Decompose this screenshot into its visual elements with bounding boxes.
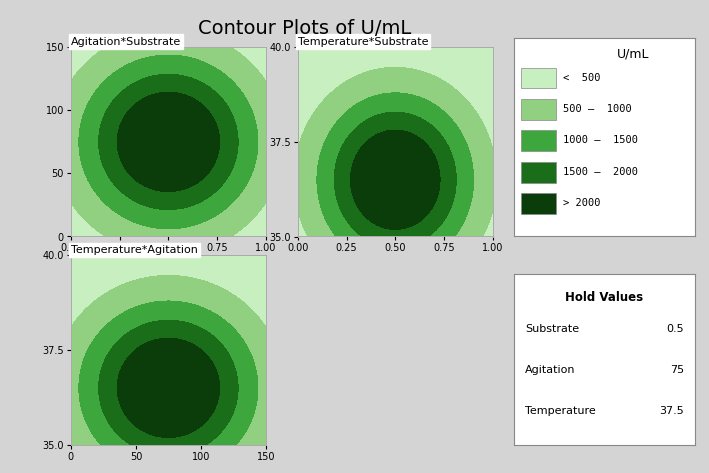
Text: Agitation: Agitation — [525, 365, 576, 375]
Text: 1500 –  2000: 1500 – 2000 — [563, 167, 638, 177]
Bar — [521, 193, 556, 214]
Bar — [521, 162, 556, 183]
Text: 75: 75 — [670, 365, 684, 375]
Bar — [521, 68, 556, 88]
Text: Temperature*Substrate: Temperature*Substrate — [298, 36, 428, 46]
Text: > 2000: > 2000 — [563, 198, 601, 208]
Text: Agitation*Substrate: Agitation*Substrate — [71, 36, 182, 46]
Text: Contour Plots of U/mL: Contour Plots of U/mL — [199, 19, 411, 38]
Text: 1000 –  1500: 1000 – 1500 — [563, 135, 638, 145]
Text: Hold Values: Hold Values — [565, 291, 644, 304]
Text: 0.5: 0.5 — [666, 324, 684, 334]
Text: Substrate: Substrate — [525, 324, 579, 334]
Text: <  500: < 500 — [563, 72, 601, 83]
Text: 500 –  1000: 500 – 1000 — [563, 104, 632, 114]
Text: 37.5: 37.5 — [659, 405, 684, 416]
Bar — [521, 131, 556, 151]
Text: U/mL: U/mL — [617, 48, 649, 61]
Text: Temperature*Agitation: Temperature*Agitation — [71, 245, 198, 254]
Bar — [521, 99, 556, 120]
Text: Temperature: Temperature — [525, 405, 596, 416]
